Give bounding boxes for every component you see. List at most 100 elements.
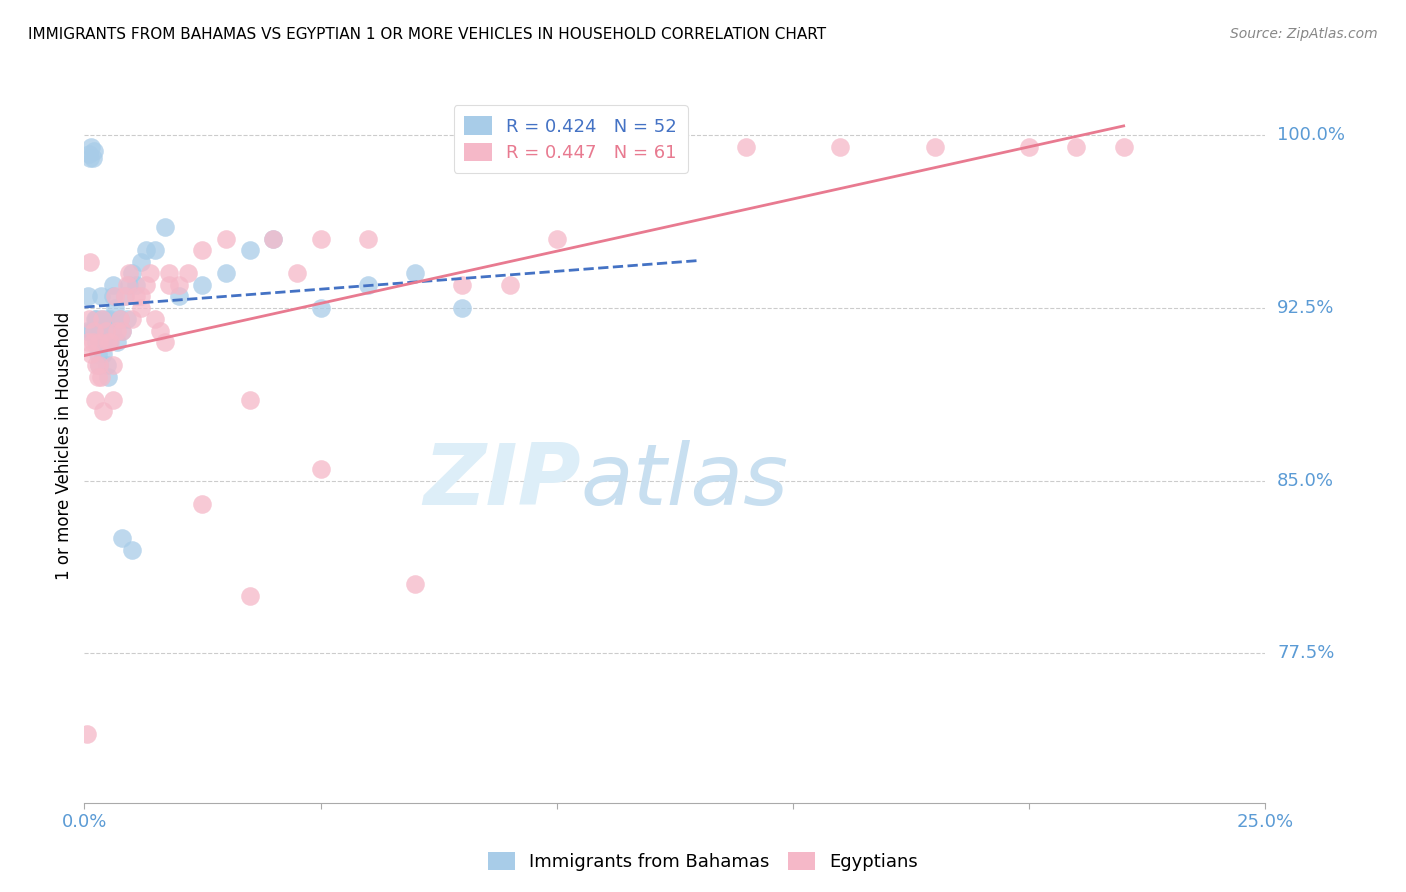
Point xyxy=(91,347,114,361)
Point xyxy=(90,312,112,326)
Point xyxy=(77,289,100,303)
Point xyxy=(149,324,172,338)
Point xyxy=(215,266,238,280)
Point xyxy=(83,392,105,407)
Text: IMMIGRANTS FROM BAHAMAS VS EGYPTIAN 1 OR MORE VEHICLES IN HOUSEHOLD CORRELATION : IMMIGRANTS FROM BAHAMAS VS EGYPTIAN 1 OR… xyxy=(28,27,827,42)
Point xyxy=(108,312,131,326)
Point xyxy=(111,531,134,545)
Point xyxy=(129,289,152,303)
Point xyxy=(89,359,111,373)
Point xyxy=(262,232,284,246)
Point xyxy=(239,244,262,258)
Point xyxy=(191,497,214,511)
Point xyxy=(104,301,127,315)
Point xyxy=(97,335,120,350)
Point xyxy=(309,232,332,246)
Point xyxy=(76,727,98,741)
Point xyxy=(734,140,756,154)
Point xyxy=(79,255,101,269)
Point xyxy=(76,324,98,338)
Point xyxy=(451,277,474,292)
Legend: R = 0.424   N = 52, R = 0.447   N = 61: R = 0.424 N = 52, R = 0.447 N = 61 xyxy=(454,105,688,173)
Point xyxy=(80,347,103,361)
Text: 92.5%: 92.5% xyxy=(1277,299,1334,317)
Point xyxy=(90,289,112,303)
Point xyxy=(135,244,157,258)
Point xyxy=(153,220,176,235)
Point xyxy=(191,244,214,258)
Point xyxy=(1066,140,1088,154)
Point xyxy=(153,335,176,350)
Point xyxy=(191,277,214,292)
Point xyxy=(139,266,162,280)
Point xyxy=(93,335,115,350)
Point xyxy=(167,277,190,292)
Point xyxy=(309,462,332,476)
Point xyxy=(118,266,141,280)
Point xyxy=(77,312,100,326)
Point xyxy=(239,392,262,407)
Point xyxy=(215,232,238,246)
Point xyxy=(125,289,148,303)
Point xyxy=(87,335,110,350)
Point xyxy=(357,277,380,292)
Point xyxy=(309,301,332,315)
Point xyxy=(101,359,124,373)
Point xyxy=(87,359,110,373)
Point xyxy=(177,266,200,280)
Point xyxy=(1112,140,1135,154)
Point xyxy=(98,312,121,326)
Point xyxy=(98,335,121,350)
Text: 85.0%: 85.0% xyxy=(1277,472,1334,490)
Point xyxy=(498,277,520,292)
Point xyxy=(114,289,136,303)
Point xyxy=(104,289,127,303)
Point xyxy=(121,542,143,557)
Point xyxy=(107,324,129,338)
Point xyxy=(143,312,166,326)
Point xyxy=(285,266,308,280)
Point xyxy=(404,266,426,280)
Point xyxy=(77,146,100,161)
Text: Source: ZipAtlas.com: Source: ZipAtlas.com xyxy=(1230,27,1378,41)
Point xyxy=(143,244,166,258)
Y-axis label: 1 or more Vehicles in Household: 1 or more Vehicles in Household xyxy=(55,312,73,580)
Point xyxy=(97,370,120,384)
Point xyxy=(83,312,105,326)
Point xyxy=(404,577,426,591)
Point xyxy=(101,289,124,303)
Point xyxy=(79,151,101,165)
Point xyxy=(84,359,107,373)
Point xyxy=(84,312,107,326)
Point xyxy=(90,370,112,384)
Point xyxy=(924,140,946,154)
Point xyxy=(157,266,180,280)
Point xyxy=(115,277,138,292)
Point xyxy=(80,140,103,154)
Point xyxy=(1018,140,1040,154)
Point xyxy=(100,324,122,338)
Point xyxy=(167,289,190,303)
Point xyxy=(96,359,118,373)
Text: atlas: atlas xyxy=(581,440,789,524)
Point xyxy=(546,232,568,246)
Point xyxy=(84,335,107,350)
Point xyxy=(114,289,136,303)
Point xyxy=(121,266,143,280)
Point xyxy=(121,312,143,326)
Point xyxy=(94,312,117,326)
Point xyxy=(157,277,180,292)
Point xyxy=(111,324,134,338)
Point xyxy=(451,301,474,315)
Point xyxy=(91,335,114,350)
Text: ZIP: ZIP xyxy=(423,440,581,524)
Point xyxy=(111,324,134,338)
Point xyxy=(86,370,108,384)
Point xyxy=(91,312,114,326)
Point xyxy=(262,232,284,246)
Point xyxy=(97,335,120,350)
Point xyxy=(107,335,129,350)
Point xyxy=(83,324,105,338)
Point xyxy=(94,324,117,338)
Point xyxy=(77,335,100,350)
